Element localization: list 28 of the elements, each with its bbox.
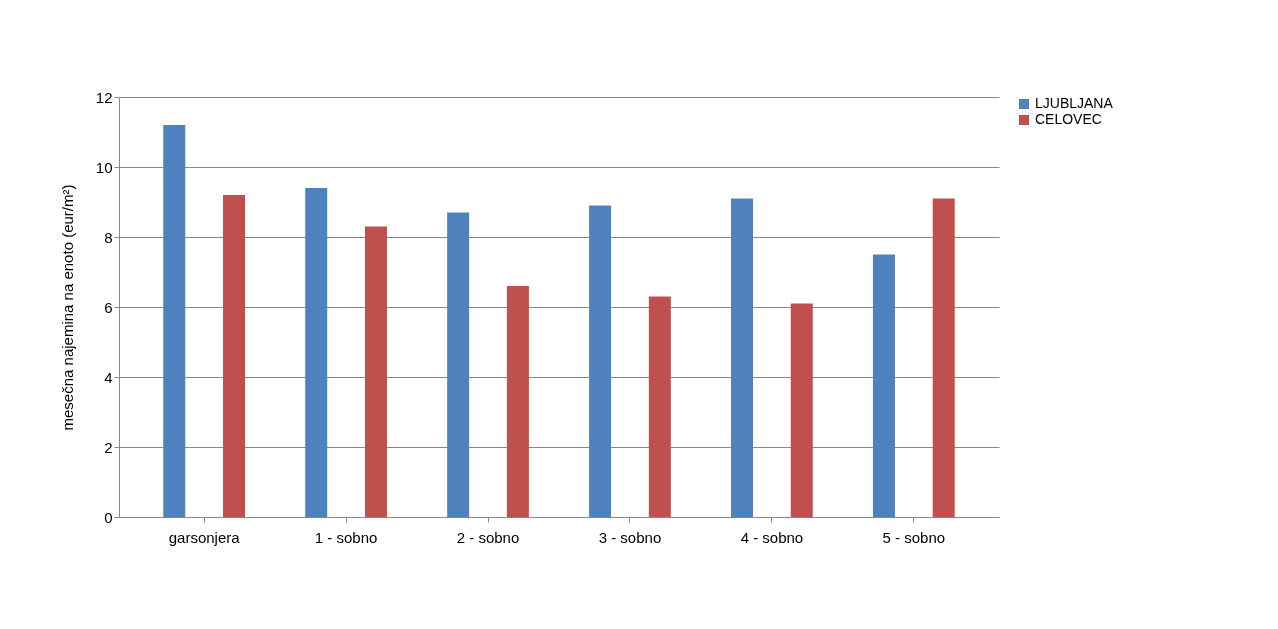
- y-tick-label: 6: [104, 298, 113, 316]
- bar: [305, 188, 328, 517]
- bar: [589, 205, 612, 517]
- bar: [163, 125, 186, 517]
- y-tick-label: 8: [104, 228, 113, 246]
- x-tick-label: garsonjera: [168, 528, 241, 546]
- legend-label: LJUBLJANA: [1035, 95, 1114, 111]
- bar: [932, 198, 955, 517]
- bar: [648, 296, 671, 517]
- bar: [790, 303, 813, 517]
- x-tick-label: 2 - sobno: [456, 528, 520, 546]
- x-tick-label: 3 - sobno: [598, 528, 662, 546]
- bar: [506, 286, 529, 517]
- y-tick-label: 0: [104, 508, 113, 526]
- legend-label: CELOVEC: [1035, 111, 1102, 127]
- bar: [223, 195, 246, 517]
- x-tick-label: 5 - sobno: [882, 528, 946, 546]
- x-tick-label: 1 - sobno: [314, 528, 378, 546]
- y-tick-label: 2: [104, 438, 113, 456]
- x-tick-label: 4 - sobno: [740, 528, 804, 546]
- y-axis-title: mesečna najemina na enoto (eur/m²): [58, 184, 76, 431]
- bar: [447, 212, 470, 517]
- y-tick-label: 4: [104, 368, 113, 386]
- bar: [364, 226, 387, 517]
- y-tick-label: 10: [95, 158, 113, 176]
- bar: [731, 198, 754, 517]
- bar: [872, 254, 895, 517]
- y-tick-label: 12: [95, 88, 113, 106]
